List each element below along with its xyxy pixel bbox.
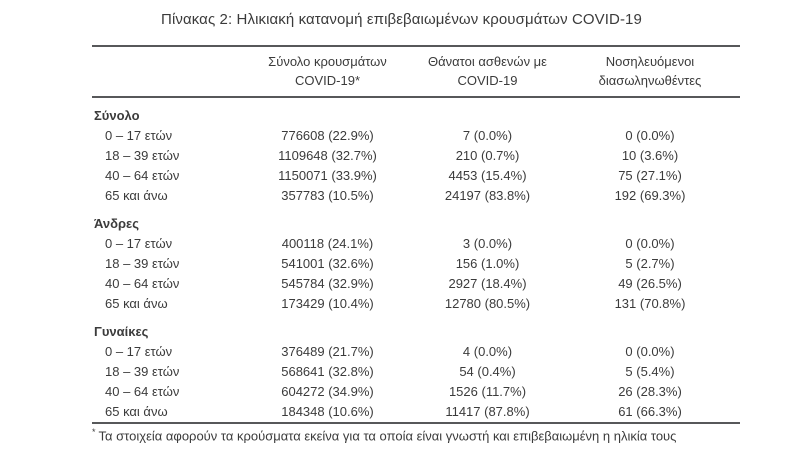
- col-header-empty: [92, 45, 240, 98]
- deaths-cell: 1526 (11.7%): [448, 384, 527, 399]
- deaths-cell: 12780 (80.5%): [444, 296, 531, 311]
- age-cell: 40 – 64 ετών: [105, 384, 180, 399]
- intubated-cell: 0 (0.0%): [625, 128, 675, 143]
- table-row: 40 – 64 ετών 545784 (32.9%) 2927 (18.4%)…: [92, 274, 740, 294]
- age-cell: 65 και άνω: [105, 296, 168, 311]
- section-label-total: Σύνολο: [94, 108, 140, 123]
- age-cell: 0 – 17 ετών: [105, 236, 173, 251]
- col-header-intubated-line1: Νοσηλευόμενοι: [605, 54, 695, 69]
- intubated-cell: 5 (2.7%): [625, 256, 675, 271]
- age-cell: 40 – 64 ετών: [105, 168, 180, 183]
- cases-cell: 1150071 (33.9%): [278, 168, 377, 183]
- deaths-cell: 7 (0.0%): [462, 128, 513, 143]
- cases-cell: 357783 (10.5%): [281, 188, 374, 203]
- footnote-marker: *: [92, 427, 96, 437]
- cases-cell: 545784 (32.9%): [281, 276, 374, 291]
- intubated-cell: 61 (66.3%): [618, 404, 682, 419]
- cases-cell: 400118 (24.1%): [281, 236, 374, 251]
- age-cell: 18 – 39 ετών: [105, 148, 180, 163]
- col-header-deaths-line2: COVID-19: [457, 73, 518, 88]
- section-row-women: Γυναίκες: [92, 314, 740, 342]
- covid-age-distribution-table: Σύνολο κρουσμάτων COVID-19* Θάνατοι ασθε…: [92, 45, 740, 424]
- table-row: 65 και άνω 184348 (10.6%) 11417 (87.8%) …: [92, 402, 740, 423]
- table-area: Σύνολο κρουσμάτων COVID-19* Θάνατοι ασθε…: [92, 45, 740, 424]
- deaths-cell: 24197 (83.8%): [444, 188, 531, 203]
- cases-cell: 776608 (22.9%): [281, 128, 374, 143]
- deaths-cell: 4 (0.0%): [462, 344, 513, 359]
- deaths-cell: 3 (0.0%): [462, 236, 513, 251]
- intubated-cell: 10 (3.6%): [621, 148, 679, 163]
- table-row: 0 – 17 ετών 376489 (21.7%) 4 (0.0%) 0 (0…: [92, 342, 740, 362]
- deaths-cell: 11417 (87.8%): [445, 404, 530, 419]
- section-row-men: Άνδρες: [92, 206, 740, 234]
- col-header-intubated-line2: διασωληνωθέντες: [598, 73, 702, 88]
- col-header-intubated: Νοσηλευόμενοι διασωληνωθέντες: [560, 45, 740, 98]
- age-cell: 40 – 64 ετών: [105, 276, 180, 291]
- age-cell: 18 – 39 ετών: [105, 364, 180, 379]
- intubated-cell: 5 (5.4%): [625, 364, 675, 379]
- table-row: 18 – 39 ετών 1109648 (32.7%) 210 (0.7%) …: [92, 146, 740, 166]
- section-label-women: Γυναίκες: [94, 324, 149, 339]
- intubated-cell: 49 (26.5%): [618, 276, 682, 291]
- footnote: * Τα στοιχεία αφορούν τα κρούσματα εκείνα…: [92, 424, 740, 443]
- cases-cell: 1109648 (32.7%): [278, 148, 377, 163]
- cases-cell: 568641 (32.8%): [281, 364, 374, 379]
- cases-cell: 173429 (10.4%): [281, 296, 374, 311]
- table-row: 18 – 39 ετών 541001 (32.6%) 156 (1.0%) 5…: [92, 254, 740, 274]
- section-row-total: Σύνολο: [92, 97, 740, 126]
- col-header-deaths: Θάνατοι ασθενών με COVID-19: [415, 45, 560, 98]
- intubated-cell: 26 (28.3%): [618, 384, 682, 399]
- cases-cell: 376489 (21.7%): [281, 344, 374, 359]
- col-header-cases: Σύνολο κρουσμάτων COVID-19*: [240, 45, 415, 98]
- deaths-cell: 156 (1.0%): [455, 256, 520, 271]
- col-header-cases-line1: Σύνολο κρουσμάτων: [268, 54, 387, 69]
- cases-cell: 184348 (10.6%): [281, 404, 374, 419]
- page-title: Πίνακας 2: Ηλικιακή κατανομή επιβεβαιωμέ…: [161, 11, 642, 28]
- deaths-cell: 2927 (18.4%): [448, 276, 527, 291]
- cases-cell: 604272 (34.9%): [281, 384, 374, 399]
- age-cell: 65 και άνω: [105, 188, 168, 203]
- table-row: 18 – 39 ετών 568641 (32.8%) 54 (0.4%) 5 …: [92, 362, 740, 382]
- age-cell: 0 – 17 ετών: [105, 128, 173, 143]
- table-header-row: Σύνολο κρουσμάτων COVID-19* Θάνατοι ασθε…: [92, 45, 740, 98]
- footnote-text: Τα στοιχεία αφορούν τα κρούσματα εκείνα …: [98, 428, 677, 444]
- deaths-cell: 4453 (15.4%): [448, 168, 527, 183]
- age-cell: 0 – 17 ετών: [105, 344, 173, 359]
- intubated-cell: 131 (70.8%): [614, 296, 686, 311]
- intubated-cell: 0 (0.0%): [625, 236, 675, 251]
- intubated-cell: 0 (0.0%): [625, 344, 675, 359]
- table-row: 40 – 64 ετών 1150071 (33.9%) 4453 (15.4%…: [92, 166, 740, 186]
- table-row: 65 και άνω 173429 (10.4%) 12780 (80.5%) …: [92, 294, 740, 314]
- cases-cell: 541001 (32.6%): [281, 256, 374, 271]
- age-cell: 65 και άνω: [105, 404, 168, 419]
- deaths-cell: 54 (0.4%): [459, 364, 516, 379]
- table-row: 65 και άνω 357783 (10.5%) 24197 (83.8%) …: [92, 186, 740, 206]
- col-header-deaths-line1: Θάνατοι ασθενών με: [428, 54, 547, 69]
- section-label-men: Άνδρες: [94, 216, 139, 231]
- table-row: 0 – 17 ετών 400118 (24.1%) 3 (0.0%) 0 (0…: [92, 234, 740, 254]
- intubated-cell: 75 (27.1%): [618, 168, 682, 183]
- deaths-cell: 210 (0.7%): [455, 148, 520, 163]
- col-header-cases-line2: COVID-19*: [294, 73, 361, 88]
- intubated-cell: 192 (69.3%): [614, 188, 686, 203]
- table-row: 40 – 64 ετών 604272 (34.9%) 1526 (11.7%)…: [92, 382, 740, 402]
- table-row: 0 – 17 ετών 776608 (22.9%) 7 (0.0%) 0 (0…: [92, 126, 740, 146]
- age-cell: 18 – 39 ετών: [105, 256, 180, 271]
